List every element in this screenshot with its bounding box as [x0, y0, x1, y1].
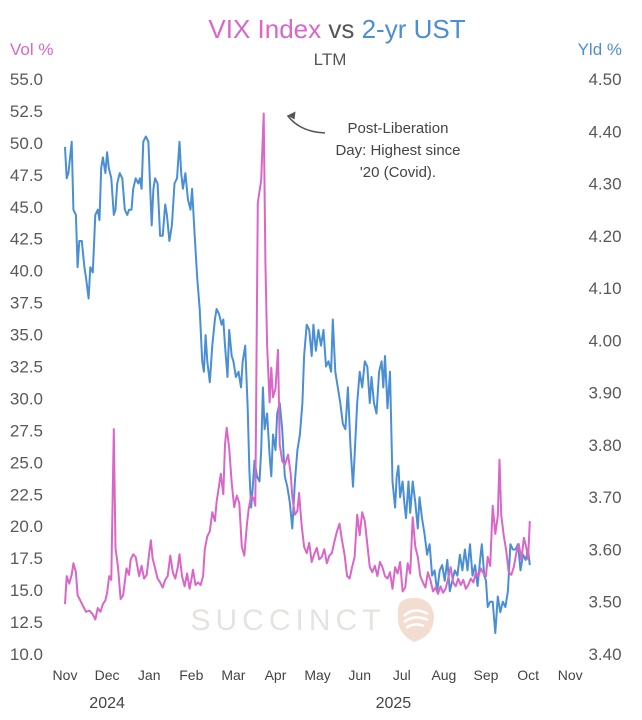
watermark-text: SUCCINCT	[191, 604, 386, 637]
left-tick-label: 52.5	[10, 102, 43, 121]
annotation-line: '20 (Covid).	[360, 164, 436, 181]
chart-title-ust: 2-yr UST	[362, 14, 466, 44]
watermark-logo-icon	[398, 598, 434, 642]
annotation-line: Day: Highest since	[335, 142, 460, 159]
right-tick-label: 4.50	[588, 70, 621, 89]
chart-title-vs: vs	[321, 14, 361, 44]
left-tick-label: 20.0	[10, 517, 43, 536]
right-axis-ticks: 3.40 3.50 3.60 3.70 3.80 3.90 4.00 4.10 4.20 4.30…	[588, 70, 621, 664]
left-tick-label: 37.5	[10, 294, 43, 313]
left-tick-label: 42.5	[10, 230, 43, 249]
left-tick-label: 15.0	[10, 581, 43, 600]
left-tick-label: 12.5	[10, 613, 43, 632]
left-tick-label: 35.0	[10, 326, 43, 345]
right-tick-label: 4.20	[588, 227, 621, 246]
right-tick-label: 3.50	[588, 593, 621, 612]
x-tick-label: Dec	[95, 667, 120, 683]
x-axis-years: 2024 2025	[89, 695, 411, 712]
x-tick-label: Apr	[265, 667, 287, 683]
x-tick-label: Oct	[517, 667, 539, 683]
x-tick-label: Jun	[348, 667, 371, 683]
left-tick-label: 25.0	[10, 453, 43, 472]
x-axis-ticks: Nov Dec Jan Feb Mar Apr May Jun Jul Aug Sep Oct Nov	[53, 667, 583, 683]
right-tick-label: 3.80	[588, 436, 621, 455]
x-tick-label: Jul	[393, 667, 411, 683]
annotation-line: Post-Liberation	[348, 120, 449, 137]
annotation-arrow	[286, 115, 326, 134]
left-tick-label: 22.5	[10, 485, 43, 504]
year-label: 2024	[89, 695, 125, 712]
annotation-arrow-head-icon	[287, 111, 296, 120]
watermark: SUCCINCT	[191, 598, 434, 642]
right-tick-label: 3.90	[588, 384, 621, 403]
x-tick-label: Mar	[221, 667, 245, 683]
right-axis-title: Yld %	[578, 40, 622, 59]
left-tick-label: 47.5	[10, 166, 43, 185]
left-tick-label: 50.0	[10, 134, 43, 153]
chart-subtitle: LTM	[314, 50, 347, 69]
left-tick-label: 32.5	[10, 358, 43, 377]
year-label: 2025	[376, 695, 412, 712]
left-tick-label: 55.0	[10, 70, 43, 89]
right-tick-label: 4.10	[588, 279, 621, 298]
left-tick-label: 30.0	[10, 389, 43, 408]
right-tick-label: 4.00	[588, 331, 621, 350]
series-layer	[64, 112, 531, 635]
left-tick-label: 27.5	[10, 421, 43, 440]
left-tick-label: 40.0	[10, 262, 43, 281]
right-tick-label: 3.70	[588, 488, 621, 507]
x-tick-label: Nov	[558, 667, 583, 683]
series-line-vix-index	[64, 112, 531, 621]
x-tick-label: May	[304, 667, 330, 683]
left-tick-label: 17.5	[10, 549, 43, 568]
right-tick-label: 4.40	[588, 122, 621, 141]
annotation: Post-Liberation Day: Highest since '20 (Co…	[286, 111, 461, 181]
left-axis-title: Vol %	[10, 40, 53, 59]
x-tick-label: Sep	[474, 667, 499, 683]
left-tick-label: 45.0	[10, 198, 43, 217]
chart-title: VIX Index vs 2-yr UST	[208, 14, 465, 44]
chart-title-vix: VIX Index	[208, 14, 321, 44]
x-tick-label: Aug	[431, 667, 456, 683]
x-tick-label: Jan	[138, 667, 161, 683]
left-tick-label: 10.0	[10, 645, 43, 664]
right-tick-label: 3.60	[588, 540, 621, 559]
left-axis-ticks: 10.0 12.5 15.0 17.5 20.0 22.5 25.0 27.5 30.0 32.5…	[10, 70, 43, 664]
right-tick-label: 4.30	[588, 175, 621, 194]
x-tick-label: Feb	[179, 667, 203, 683]
x-tick-label: Nov	[53, 667, 78, 683]
right-tick-label: 3.40	[588, 645, 621, 664]
series-line-2-yr-ust	[64, 135, 531, 635]
